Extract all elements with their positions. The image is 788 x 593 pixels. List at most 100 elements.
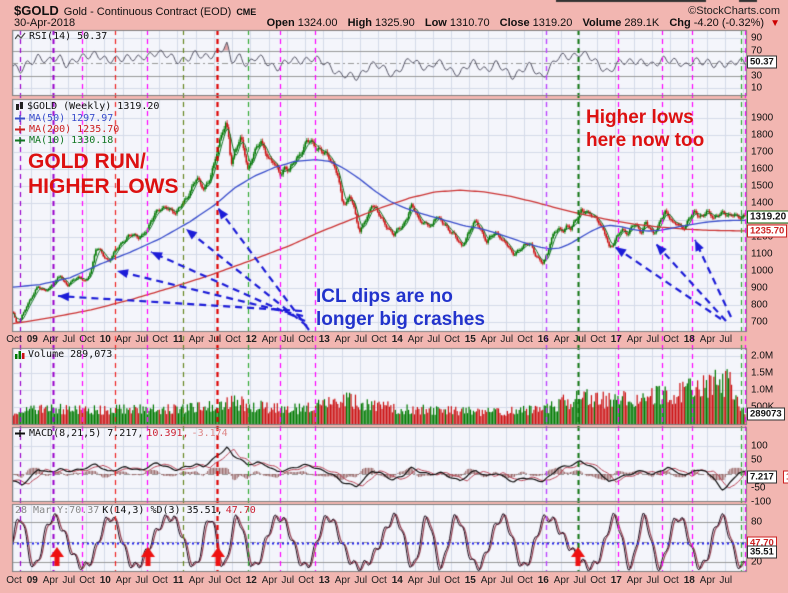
candlestick-icon — [16, 101, 23, 110]
axis-tick: 10 — [751, 82, 763, 94]
date-tick: Jul — [427, 334, 441, 345]
date-tick: Oct — [517, 575, 533, 586]
ma10-legend-label: MA(10) 1330.18 — [29, 135, 114, 146]
date-tick: Oct — [79, 334, 95, 345]
date-tick: Jul — [719, 575, 733, 586]
date-tick: 18 — [683, 334, 695, 345]
date-tick: Apr — [699, 334, 716, 345]
date-tick: Oct — [517, 334, 533, 345]
quote-bar: Open 1324.00 High 1325.90 Low 1310.70 Close… — [260, 17, 780, 29]
ma50-legend-label: MA(50) 1297.97 — [29, 113, 114, 124]
date-tick: Apr — [626, 334, 643, 345]
date-tick: Jul — [281, 575, 295, 586]
axis-tick: 2.0M — [751, 350, 774, 362]
volume-label: Volume — [582, 17, 622, 29]
annotation-higher-lows: Higher lows here now too — [586, 106, 704, 152]
price-legend-label: $GOLD (Weekly) 1319.20 — [27, 101, 160, 112]
date-tick: Apr — [188, 575, 205, 586]
date-tick: Apr — [626, 575, 643, 586]
date-tick: Oct — [371, 575, 387, 586]
macd-signal-badge-fragment: 1 — [783, 470, 788, 484]
close-label: Close — [499, 17, 530, 29]
ma10-line-icon — [15, 137, 25, 144]
volume-value: 289.1K — [624, 17, 660, 29]
annotation-icl-line1: ICL dips are no — [316, 286, 453, 307]
date-tick: Apr — [553, 334, 570, 345]
date-tick: Apr — [261, 334, 278, 345]
date-tick: Jul — [135, 575, 149, 586]
date-tick: Apr — [261, 575, 278, 586]
axis-tick: 70 — [751, 45, 763, 56]
annotation-higher-lows-line1: Higher lows — [586, 107, 694, 128]
date-tick: Jul — [646, 334, 660, 345]
date-tick: 09 — [26, 334, 38, 345]
date-tick: 11 — [172, 575, 184, 586]
date-tick: 18 — [683, 575, 695, 586]
date-tick: Oct — [152, 334, 168, 345]
axis-tick: -50 — [751, 482, 766, 494]
date-tick: Oct — [663, 575, 679, 586]
symbol-title: $GOLD — [14, 3, 59, 18]
annotation-gold-run-line2: HIGHER LOWS — [28, 175, 179, 198]
stoch-legend-label: K(14,3) %D(3) 35.51, — [102, 505, 223, 516]
date-tick: 17 — [610, 334, 622, 345]
date-tick: Jul — [427, 575, 441, 586]
chg-value: -4.20 (-0.32%) — [693, 17, 765, 29]
date-tick: Jul — [281, 334, 295, 345]
stockcharts-credit: ©StockCharts.com — [688, 5, 780, 17]
axis-tick: 1.5M — [751, 367, 774, 379]
date-tick: Apr — [188, 334, 205, 345]
open-label: Open — [266, 17, 295, 29]
date-tick: Apr — [480, 334, 497, 345]
stoch-note: 28 Mar Y:70.37 — [15, 505, 100, 516]
date-tick: Jul — [208, 575, 222, 586]
date-tick: 16 — [537, 334, 549, 345]
date-tick: Apr — [480, 575, 497, 586]
stoch-d-value: 47.70 — [225, 505, 256, 516]
date-tick: Apr — [407, 575, 424, 586]
high-label: High — [347, 17, 373, 29]
date-tick: Apr — [42, 334, 59, 345]
date-tick: Oct — [152, 575, 168, 586]
axis-tick: 1500 — [751, 180, 774, 192]
date-tick: 10 — [99, 334, 111, 345]
volume-value-badge: 289073 — [747, 407, 785, 421]
annotation-icl-line2: longer big crashes — [316, 309, 485, 330]
annotation-gold-run: GOLD RUN/ HIGHER LOWS — [28, 149, 179, 199]
date-tick: 12 — [245, 575, 257, 586]
ma200-legend-label: MA(200) 1235.70 — [29, 124, 120, 135]
axis-tick: 50 — [751, 454, 763, 466]
date-tick: Jul — [354, 334, 368, 345]
axis-tick: 20 — [751, 556, 763, 568]
axis-tick: 30 — [751, 70, 763, 81]
date-tick: Oct — [6, 575, 22, 586]
rsi-legend-label: RSI(14) 50.37 — [29, 31, 108, 42]
stoch-legend: 28 Mar Y:70.37 K(14,3) %D(3) 35.51, 47.7… — [15, 505, 256, 516]
date-tick: Apr — [407, 334, 424, 345]
volume-bars-icon — [15, 351, 25, 359]
last-price-badge: 1319.20 — [747, 210, 788, 224]
ma50-line-icon — [15, 115, 25, 122]
axis-tick: -100 — [751, 496, 772, 508]
date-tick: 09 — [26, 575, 38, 586]
date-tick: Jul — [500, 334, 514, 345]
date-tick: 14 — [391, 334, 403, 345]
header: $GOLD Gold - Continuous Contract (EOD) CME — [14, 3, 256, 18]
axis-tick: 1.0M — [751, 384, 774, 396]
symbol-description: Gold - Continuous Contract (EOD) — [63, 6, 232, 18]
date-tick: 10 — [99, 575, 111, 586]
date-tick: Oct — [225, 334, 241, 345]
open-value: 1324.00 — [297, 17, 338, 29]
date-tick: Jul — [719, 334, 733, 345]
date-tick: Oct — [298, 334, 314, 345]
macd-legend-label: MACD(8,21,5) 7.217, — [29, 428, 144, 439]
date-tick: Jul — [208, 334, 222, 345]
date-tick: Apr — [334, 575, 351, 586]
chg-label: Chg — [669, 17, 691, 29]
axis-tick: 100 — [751, 440, 768, 452]
date-tick: 17 — [610, 575, 622, 586]
date-tick: Apr — [699, 575, 716, 586]
date-tick: Jul — [500, 575, 514, 586]
